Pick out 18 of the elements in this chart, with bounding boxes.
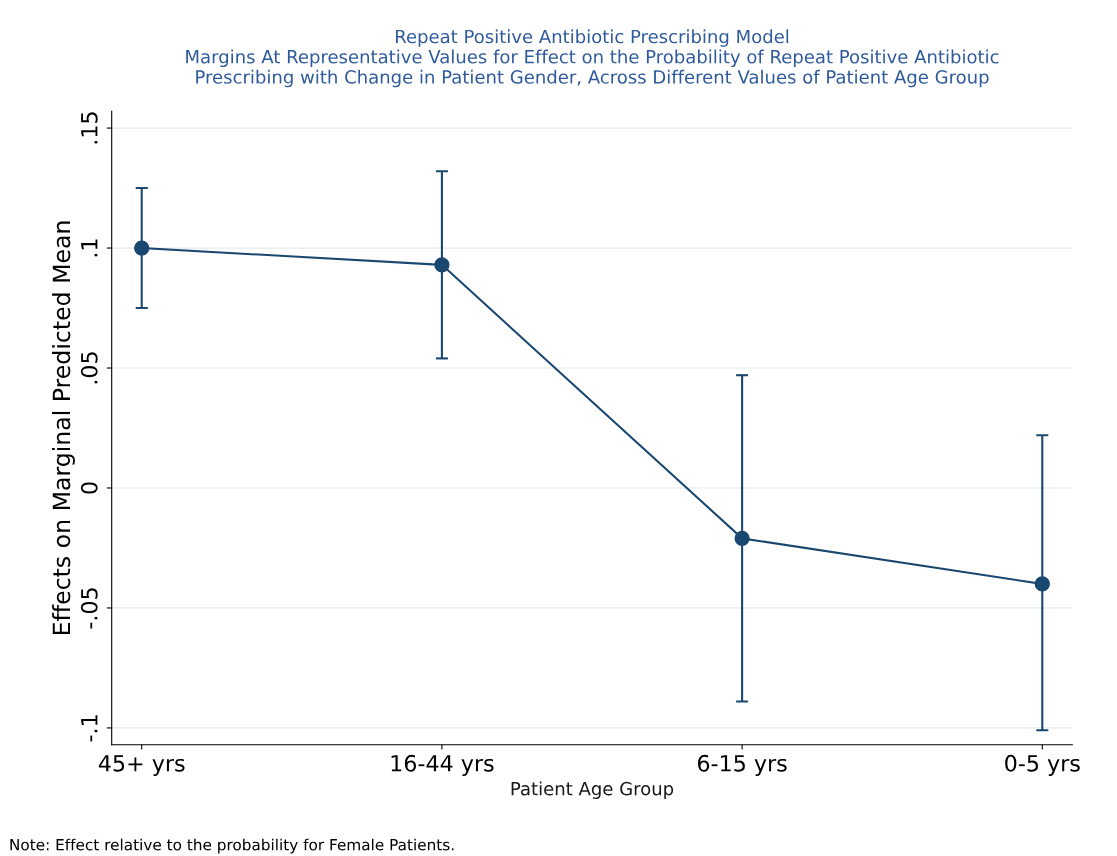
y-tick-label: .05 — [80, 352, 98, 384]
point — [134, 240, 150, 256]
y-tick-label: 0 — [80, 482, 98, 494]
x-tick-label: 6-15 yrs — [697, 754, 787, 776]
x-tick-label: 16-44 yrs — [391, 754, 494, 776]
chart-title: Repeat Positive Antibiotic Prescribing Model Margins At Representative Values for Effect on the Probability of Repeat Positive Antibiotic Prescribing with Change in Patient Gender, Across Different Values of Patient Age Group — [186, 29, 999, 88]
text: Note: Effect relative to the probability for Female Patients. — [10, 838, 454, 854]
x-axis-title: Patient Age Group — [511, 781, 674, 799]
x-tick-label: 0-5 yrs — [1005, 754, 1080, 776]
y-tick-label: .15 — [81, 112, 98, 144]
point — [1034, 576, 1050, 592]
y-tick-label: .1 — [81, 239, 98, 257]
x-tick-label: 45+ yrs — [98, 755, 185, 776]
y-tick-label: -.1 — [81, 715, 98, 742]
point — [734, 530, 750, 547]
point — [434, 257, 450, 273]
y-axis-title: Effects on Marginal Predicted Mean — [52, 221, 75, 635]
y-tick-label: -.05 — [80, 588, 98, 629]
